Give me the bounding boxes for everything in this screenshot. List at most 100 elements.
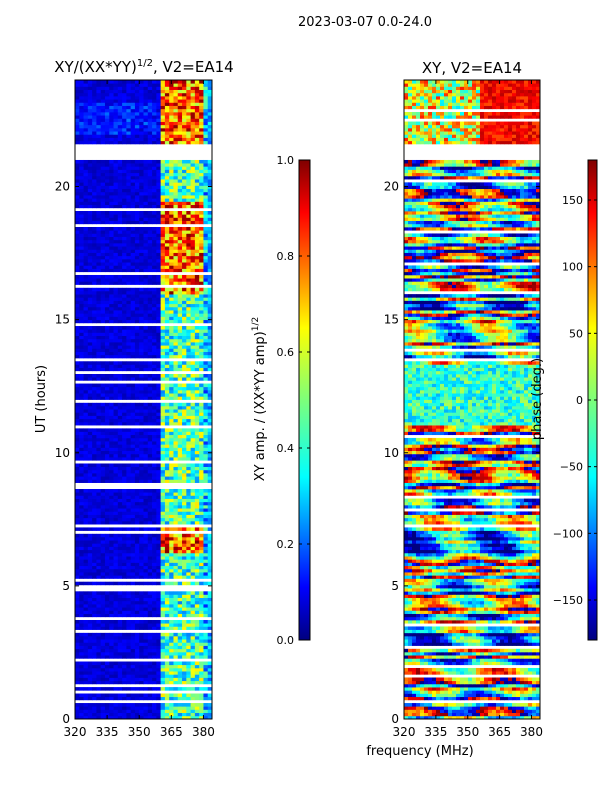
amp-cell — [117, 303, 123, 308]
amp-cell — [96, 594, 102, 598]
amp-cell — [152, 444, 157, 448]
amp-cell — [177, 348, 183, 352]
amp-cell — [164, 242, 170, 247]
amp-cell — [190, 415, 196, 420]
amp-cell — [182, 495, 187, 499]
amp-cell — [199, 396, 204, 400]
amp-cell — [134, 402, 140, 407]
amp-cell — [147, 287, 153, 292]
amp-cell — [156, 236, 162, 241]
amp-cell — [177, 661, 183, 666]
amp-cell — [79, 472, 84, 477]
amp-cell — [203, 348, 209, 352]
amp-cell — [139, 488, 144, 493]
amp-cell — [173, 543, 179, 547]
amp-cell — [147, 303, 153, 308]
amp-cell — [152, 655, 157, 659]
amp-cell — [203, 214, 209, 218]
amp-cell — [203, 159, 209, 164]
amp-cell — [177, 441, 183, 445]
amp-cell — [199, 709, 204, 714]
amp-cell — [139, 466, 144, 471]
amp-cell — [203, 332, 209, 336]
amp-cell — [143, 297, 149, 301]
amp-cell — [109, 198, 114, 202]
amp-cell — [126, 540, 132, 544]
amp-cell — [92, 313, 97, 317]
amp-cell — [147, 565, 153, 570]
amp-cell — [156, 597, 162, 602]
amp-cell — [100, 341, 106, 346]
amp-cell — [113, 591, 119, 595]
amp-cell — [117, 514, 123, 519]
amp-cell — [182, 639, 187, 643]
amp-empty-row — [75, 150, 212, 154]
amp-cell — [160, 559, 166, 563]
amp-cell — [104, 495, 110, 499]
amp-cell — [199, 405, 204, 410]
amp-cell — [96, 332, 102, 336]
amp-cell — [79, 693, 84, 698]
amp-cell — [113, 294, 119, 298]
amp-cell — [122, 492, 127, 496]
amp-cell — [199, 182, 204, 186]
amp-cell — [75, 364, 80, 368]
amp-cell — [156, 661, 162, 666]
amp-cell — [83, 552, 89, 557]
amp-cell — [143, 210, 149, 215]
amp-cell — [147, 233, 153, 237]
amp-cell — [164, 159, 170, 164]
amp-cell — [199, 476, 204, 480]
amp-cell — [130, 329, 136, 333]
amp-cell — [139, 367, 144, 372]
amp-cell — [194, 383, 200, 388]
amp-cell — [173, 326, 179, 330]
amp-cell — [113, 345, 119, 349]
amp-cell — [177, 233, 183, 237]
amp-cell — [126, 645, 132, 650]
amp-cell — [104, 671, 110, 675]
amp-cell — [199, 559, 204, 563]
amp-cell — [143, 386, 149, 391]
amp-cell — [190, 603, 196, 608]
amp-cell — [147, 354, 153, 359]
amp-cell — [104, 198, 110, 202]
amp-cell — [164, 252, 170, 257]
amp-cell — [143, 706, 149, 710]
amp-cell — [147, 310, 153, 314]
amp-cell — [79, 329, 84, 333]
amp-cell — [173, 437, 179, 442]
amp-cell — [87, 693, 93, 698]
amp-cell — [83, 204, 89, 209]
amp-cell — [87, 405, 93, 410]
amp-cell — [203, 642, 209, 646]
amp-cell — [164, 565, 170, 570]
amp-cell — [100, 457, 106, 461]
amp-cell — [83, 310, 89, 314]
amp-cell — [164, 354, 170, 359]
amp-cell — [92, 623, 97, 627]
amp-cell — [186, 680, 191, 685]
amp-cell — [109, 453, 114, 458]
amp-cell — [186, 575, 191, 579]
amp-cell — [169, 709, 174, 714]
amp-cell — [126, 386, 132, 391]
amp-cell — [100, 642, 106, 646]
amp-cell — [173, 655, 179, 659]
amp-cell — [83, 543, 89, 547]
amp-cell — [169, 431, 174, 436]
amp-cell — [92, 278, 97, 282]
amp-cell — [83, 514, 89, 519]
amp-cell — [164, 313, 170, 317]
amp-cell — [100, 479, 106, 483]
amp-cell — [152, 389, 157, 394]
amp-cell — [164, 664, 170, 669]
amp-cell — [199, 428, 204, 432]
amp-cell — [134, 386, 140, 391]
amp-cell — [152, 351, 157, 356]
amp-cell — [92, 508, 97, 512]
amp-cell — [203, 565, 209, 570]
amp-cell — [194, 377, 200, 381]
amp-cell — [130, 373, 136, 378]
amp-cell — [156, 306, 162, 311]
